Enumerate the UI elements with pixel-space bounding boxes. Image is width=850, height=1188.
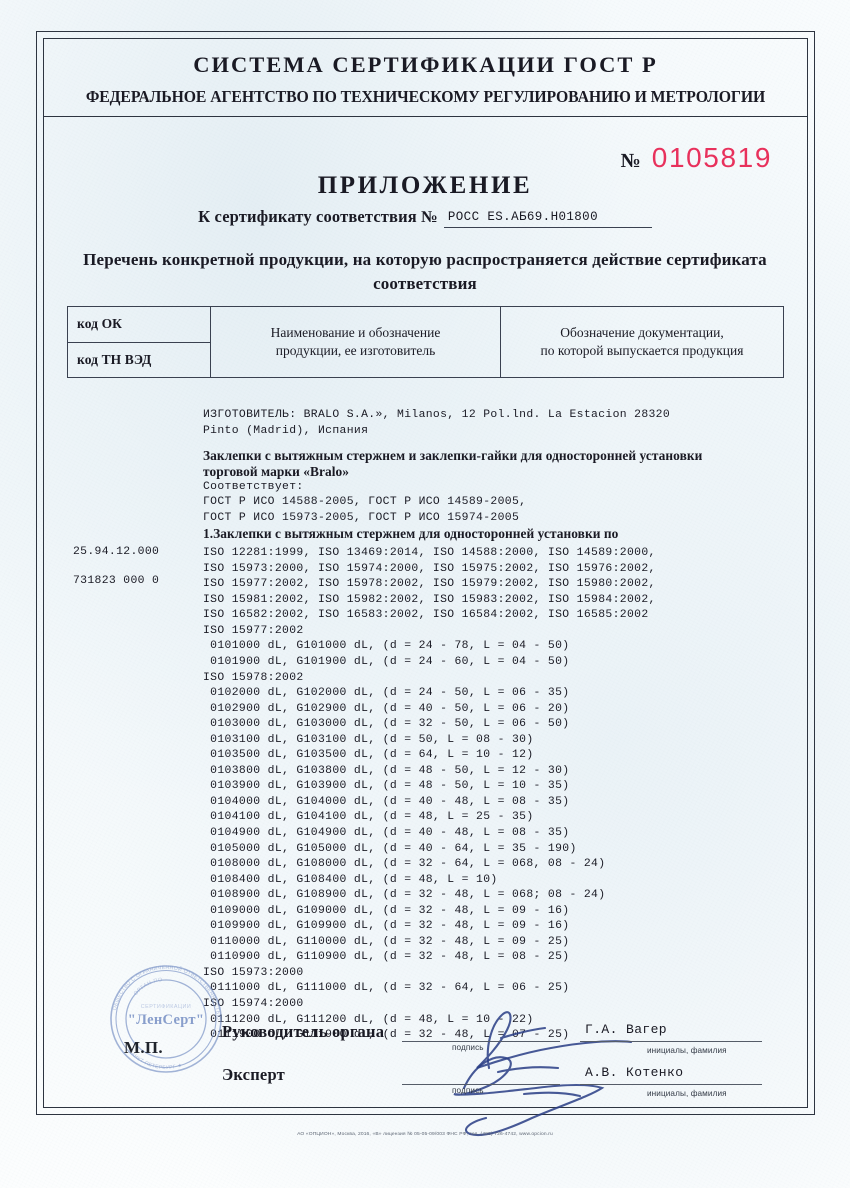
product-item-line: 0110000 dL, G110000 dL, (d = 32 - 48, L … xyxy=(203,935,570,948)
product-group-standard: ISO 15978:2002 xyxy=(203,671,304,684)
product-group-standard: ISO 15977:2002 xyxy=(203,624,304,637)
signature-name-line-director xyxy=(580,1041,762,1042)
manufacturer-line-1: ИЗГОТОВИТЕЛЬ: BRALO S.A.», Milanos, 12 P… xyxy=(203,409,671,421)
table-header-ok-code: код ОК xyxy=(68,307,210,343)
product-item-line: 0110900 dL, G110900 dL, (d = 32 - 48, L … xyxy=(203,951,570,964)
iso-standard-line: ISO 15977:2002, ISO 15978:2002, ISO 1597… xyxy=(203,578,656,591)
product-name-line-2: торговой марки «Bralo» xyxy=(203,463,349,479)
svg-text:"ЛенСерт": "ЛенСерт" xyxy=(128,1012,204,1028)
header-system-title: СИСТЕМА СЕРТИФИКАЦИИ ГОСТ Р xyxy=(193,52,658,77)
certificate-reference-label: К сертификату соответствия № xyxy=(198,207,438,226)
table-header-product-line2: продукции, ее изготовитель xyxy=(275,343,436,358)
product-item-line: 0103800 dL, G103800 dL, (d = 48 - 50, L … xyxy=(203,764,570,777)
iso-standards-list: ISO 12281:1999, ISO 13469:2014, ISO 1458… xyxy=(203,546,793,624)
header-agency-title: ФЕДЕРАЛЬНОЕ АГЕНТСТВО ПО ТЕХНИЧЕСКОМУ РЕ… xyxy=(85,86,766,106)
product-item-line: 0108400 dL, G108400 dL, (d = 48, L = 10) xyxy=(203,873,498,886)
gost-line-2: ГОСТ Р ИСО 15973-2005, ГОСТ Р ИСО 15974-… xyxy=(203,511,520,524)
product-item-line: 0104000 dL, G104000 dL, (d = 40 - 48, L … xyxy=(203,795,570,808)
signature-block: Руководитель органа подпись Г.А. Вагер и… xyxy=(222,1018,762,1104)
product-item-line: 0102000 dL, G102000 dL, (d = 24 - 50, L … xyxy=(203,687,570,700)
product-item-line: 0101900 dL, G101900 dL, (d = 24 - 60, L … xyxy=(203,655,570,668)
certificate-number-block: № 0105819 xyxy=(621,142,772,174)
iso-standard-line: ISO 15981:2002, ISO 15982:2002, ISO 1598… xyxy=(203,593,656,606)
product-item-line: 0108000 dL, G108000 dL, (d = 32 - 64, L … xyxy=(203,858,606,871)
product-name-line-1: Заклепки с вытяжным стержнем и заклепки-… xyxy=(203,448,703,464)
certification-body-seal: ОБЩЕСТВО С ОГРАНИЧЕННОЙ ОТВЕТСТВЕННОСТЬЮ… xyxy=(95,958,237,1076)
product-codes-cell: 25.94.12.000 731823 000 0 xyxy=(73,538,159,596)
signature-name-expert: А.В. Котенко xyxy=(585,1065,684,1080)
product-item-line: 0103900 dL, G103900 dL, (d = 48 - 50, L … xyxy=(203,780,570,793)
iso-standard-line: ISO 16582:2002, ISO 16583:2002, ISO 1658… xyxy=(203,609,649,622)
table-header-product-line1: Наименование и обозначение xyxy=(270,324,441,340)
product-item-line: 0103100 dL, G103100 dL, (d = 50, L = 08 … xyxy=(203,733,534,746)
iso-standard-line: ISO 15973:2000, ISO 15974:2000, ISO 1597… xyxy=(203,562,656,575)
number-symbol: № xyxy=(620,150,641,172)
signature-line-expert xyxy=(402,1084,560,1085)
certificate-number-value: 0105819 xyxy=(651,142,772,173)
certificate-outer-border xyxy=(36,31,815,1115)
certificate-reference-value: РОСС ES.АБ69.Н01800 xyxy=(447,210,598,224)
spacer xyxy=(203,439,793,448)
table-header-product: Наименование и обозначение продукции, ее… xyxy=(263,324,449,360)
svg-text:СЕРТИФИКАЦИИ: СЕРТИФИКАЦИИ xyxy=(141,1004,191,1010)
signature-role-director: Руководитель органа xyxy=(222,1022,385,1041)
signature-caption-director: подпись xyxy=(452,1043,484,1052)
product-listing-cell: ИЗГОТОВИТЕЛЬ: BRALO S.A.», Milanos, 12 P… xyxy=(203,408,793,1044)
signature-name-director: Г.А. Вагер xyxy=(585,1022,668,1037)
ok-code-value: 25.94.12.000 xyxy=(73,546,160,558)
product-item-line: 0102900 dL, G102900 dL, (d = 40 - 50, L … xyxy=(203,702,570,715)
table-header-documentation-line2: по которой выпускается продукция xyxy=(540,343,744,358)
product-item-line: 0108900 dL, G108900 dL, (d = 32 - 48, L … xyxy=(203,889,606,902)
signature-role-expert: Эксперт xyxy=(222,1065,285,1084)
certificate-reference-field: РОСС ES.АБ69.Н01800 xyxy=(443,208,652,228)
product-groups-list: ISO 15977:2002 0101000 dL, G101000 dL, (… xyxy=(203,624,793,1044)
seal-graphic: ОБЩЕСТВО С ОГРАНИЧЕННОЙ ОТВЕТСТВЕННОСТЬЮ… xyxy=(110,965,222,1073)
table-column-codes: код ОК код ТН ВЭД xyxy=(68,307,211,377)
printer-footer: АО «ОПЦИОН», Москва, 2016, «В» лицензия … xyxy=(297,1132,553,1137)
document-header: СИСТЕМА СЕРТИФИКАЦИИ ГОСТ Р ФЕДЕРАЛЬНОЕ … xyxy=(43,38,808,117)
signature-caption-expert: подпись xyxy=(452,1086,484,1095)
product-item-line: 0109000 dL, G109000 dL, (d = 32 - 48, L … xyxy=(203,904,570,917)
product-item-line: 0104100 dL, G104100 dL, (d = 48, L = 25 … xyxy=(203,811,534,824)
conforms-label: Соответствует: xyxy=(203,480,304,493)
gost-line-1: ГОСТ Р ИСО 14588-2005, ГОСТ Р ИСО 14589-… xyxy=(203,496,527,509)
table-header-documentation-line1: Обозначение документации, xyxy=(560,324,724,340)
signature-initials-caption-expert: инициалы, фамилия xyxy=(647,1089,727,1098)
section-1-title: 1.Заклепки с вытяжным стержнем для однос… xyxy=(203,526,619,542)
page-title: ПРИЛОЖЕНИЕ xyxy=(317,172,533,199)
product-item-line: 0101000 dL, G101000 dL, (d = 24 - 78, L … xyxy=(203,640,570,653)
iso-standard-line: ISO 12281:1999, ISO 13469:2014, ISO 1458… xyxy=(203,547,656,560)
signature-row-director: Руководитель органа подпись Г.А. Вагер и… xyxy=(222,1018,762,1061)
signature-row-expert: Эксперт подпись А.В. Котенко инициалы, ф… xyxy=(222,1061,762,1104)
product-table-header: код ОК код ТН ВЭД Наименование и обознач… xyxy=(67,306,784,378)
signature-initials-caption-director: инициалы, фамилия xyxy=(647,1046,727,1055)
table-header-tnved-code: код ТН ВЭД xyxy=(77,351,152,367)
signature-line-director xyxy=(402,1041,560,1042)
seal-mp-label: М.П. xyxy=(124,1038,163,1057)
product-item-line: 0111000 dL, G111000 dL, (d = 32 - 64, L … xyxy=(203,982,570,995)
signature-name-line-expert xyxy=(580,1084,762,1085)
table-header-documentation: Обозначение документации, по которой вып… xyxy=(533,324,752,360)
manufacturer-line-2: Pinto (Madrid), Испания xyxy=(203,424,369,437)
certificate-inner-border xyxy=(43,38,808,1108)
product-group-standard: ISO 15974:2000 xyxy=(203,997,304,1010)
product-item-line: 0104900 dL, G104900 dL, (d = 40 - 48, L … xyxy=(203,826,570,839)
product-item-line: 0105000 dL, G105000 dL, (d = 40 - 64, L … xyxy=(203,842,577,855)
product-group-standard: ISO 15973:2000 xyxy=(203,966,304,979)
table-column-documentation: Обозначение документации, по которой вып… xyxy=(501,307,783,377)
product-item-line: 0103000 dL, G103000 dL, (d = 32 - 50, L … xyxy=(203,718,570,731)
certificate-reference-row: К сертификату соответствия № РОСС ES.АБ6… xyxy=(0,207,850,228)
document-subtitle: Перечень конкретной продукции, на котору… xyxy=(83,250,767,294)
product-item-line: 0103500 dL, G103500 dL, (d = 64, L = 10 … xyxy=(203,749,534,762)
tnved-code-value: 731823 000 0 xyxy=(73,575,160,588)
product-item-line: 0109900 dL, G109900 dL, (d = 32 - 48, L … xyxy=(203,920,570,933)
table-column-product: Наименование и обозначение продукции, ее… xyxy=(211,307,501,377)
